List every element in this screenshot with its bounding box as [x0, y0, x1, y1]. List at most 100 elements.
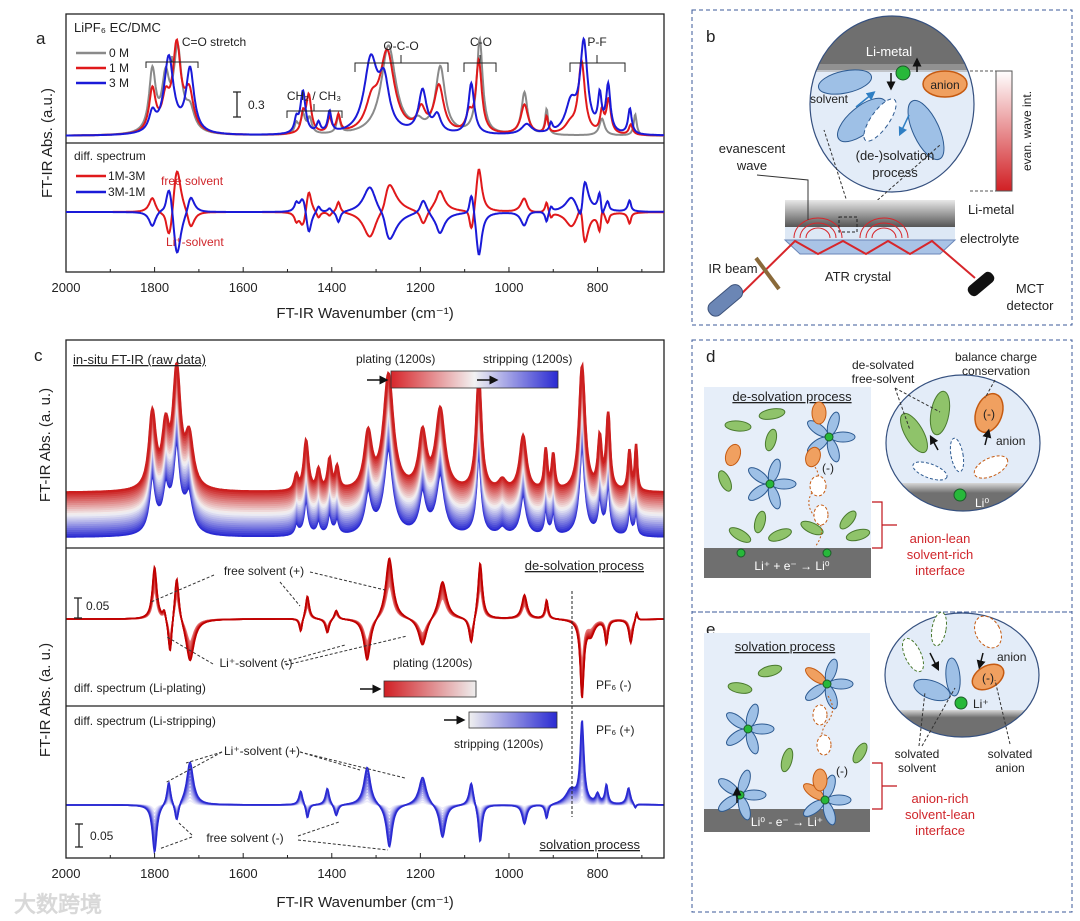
free-solvent-plus-label: free solvent (+)	[224, 564, 304, 578]
li-ion-icon	[765, 479, 775, 489]
process-label-1: (de-)solvation	[856, 148, 935, 163]
y-axis-title-c-top: FT-IR Abs. (a. u.)	[37, 388, 54, 502]
li-metal-slab	[785, 200, 955, 227]
spectra-c	[66, 360, 664, 855]
down-arrow-icon	[929, 652, 940, 672]
solvent-label-b: solvent	[810, 92, 849, 106]
scale-bar-a	[233, 91, 241, 118]
process-label-2: process	[872, 165, 918, 180]
y-axis-title-a: FT-IR Abs. (a.u.)	[39, 88, 56, 198]
plating-colorbar	[383, 680, 477, 698]
ir-source-icon	[707, 284, 744, 317]
interface-label-e-3: interface	[915, 823, 965, 838]
blue-arrow-icon	[855, 91, 876, 108]
free-solvent-icon	[718, 470, 732, 492]
band-label-co-stretch: C=O stretch	[182, 35, 246, 49]
evanescent-pointer	[756, 174, 809, 220]
solvation-title: solvation process	[540, 837, 641, 852]
zoom-box	[838, 216, 858, 233]
x-axis-a: 2000 1800 1600 1400 1200 1000 800	[52, 267, 643, 295]
annotation-leaders	[158, 821, 389, 851]
free-solvent-icon	[727, 682, 753, 694]
ir-beam-path	[734, 239, 976, 301]
annotation-leaders	[918, 679, 1011, 747]
x-axis-title-c: FT-IR Wavenumber (cm⁻¹)	[276, 894, 453, 911]
reaction-label-d: Li⁺ + e⁻ → Li⁰	[754, 559, 829, 573]
anion-icon	[805, 446, 821, 468]
y-axis-title-c-bottom: FT-IR Abs. (a. u.)	[37, 643, 54, 757]
li0-label: Li⁰	[975, 496, 989, 510]
raw-data-title: in-situ FT-IR (raw data)	[73, 352, 206, 367]
watermark: 大数跨境	[14, 892, 102, 917]
free-solvent-icon	[753, 510, 767, 534]
desolvated-label-2: free-solvent	[852, 372, 915, 386]
evan-bar-label: evan. wave int.	[1020, 91, 1034, 171]
li-atom-icon	[736, 548, 746, 558]
li-atom-icon	[953, 488, 967, 502]
x-tick-label: 2000	[52, 280, 81, 295]
vacancy-icon	[949, 437, 965, 473]
molecules-d	[718, 401, 871, 558]
free-solvent-icon	[768, 528, 792, 542]
li-solvent-plus-label: Li⁺-solvent (+)	[224, 744, 300, 758]
spectrum-3m	[66, 36, 664, 137]
legend-title: LiPF₆ EC/DMC	[74, 20, 161, 35]
li-plus-label: Li⁺	[973, 697, 989, 711]
x-tick-label: 1400	[317, 866, 346, 881]
free-solvent-icon	[728, 527, 752, 543]
stripping-label-bot: stripping (1200s)	[454, 737, 543, 751]
solvent-molecule-icon	[741, 789, 767, 801]
li-metal-circle-label: Li-metal	[866, 44, 912, 59]
legend-label-3m: 3 M	[109, 76, 129, 90]
x-tick-label: 1200	[406, 866, 435, 881]
ir-beam-label: IR beam	[708, 261, 757, 276]
panel-b: b Li-metal anion solvent (de-)solvation …	[691, 9, 1073, 326]
annotation-leaders	[894, 387, 941, 431]
spectrum-1m-3m	[66, 168, 664, 244]
vacancy-icon	[809, 475, 827, 497]
diff-plating-label: diff. spectrum (Li-plating)	[74, 681, 206, 695]
anion-icon	[812, 768, 828, 792]
migration-path	[821, 695, 833, 751]
diff-stripping-label: diff. spectrum (Li-stripping)	[74, 714, 216, 728]
li-ion-icon	[895, 65, 911, 81]
interface-label-e-2: solvent-lean	[905, 807, 975, 822]
stripping-diff-curve	[66, 720, 664, 855]
free-solvent-icon	[764, 428, 778, 452]
panel-letter-e: e	[706, 620, 715, 639]
interface-label-d-1: anion-lean	[910, 531, 971, 546]
interface-bracket-d	[872, 501, 897, 549]
x-tick-label: 2000	[52, 866, 81, 881]
mct-detector-icon	[967, 271, 995, 297]
mct-label-1: MCT	[1016, 281, 1044, 296]
band-label-ch2-ch3: CH₂ / CH₃	[287, 89, 341, 103]
x-tick-label: 800	[587, 866, 609, 881]
atr-crystal-label: ATR crystal	[825, 269, 891, 284]
anion-icon	[922, 70, 968, 98]
solvent-molecule-icon	[826, 794, 852, 806]
legend-label-0m: 0 M	[109, 46, 129, 60]
panel-a: a 2000 1800 1600 1400 1200 1000 800 FT-IR Wave…	[36, 13, 665, 322]
zoom-circle-e	[885, 613, 1039, 737]
li-ion-icon	[743, 724, 753, 734]
free-solvent-icon	[758, 408, 786, 420]
x-tick-label: 800	[587, 280, 609, 295]
x-axis-c: 2000 1800 1600 1400 1200 1000 800	[52, 853, 643, 881]
li-electrode-d	[704, 548, 871, 578]
blue-arrow-icon	[898, 114, 910, 137]
raw-spectrum-curve	[66, 360, 664, 494]
band-label-oco: O-C-O	[383, 39, 418, 53]
annotation-li-solvent: Li⁺-solvent	[166, 235, 224, 249]
electrolyte-layer	[785, 227, 955, 240]
stripping-colorbar	[468, 711, 558, 729]
band-label-co: C-O	[470, 35, 492, 49]
spectrum-1m	[66, 37, 664, 137]
solvation-box-title: solvation process	[735, 639, 836, 654]
li-ion-icon	[954, 696, 968, 710]
zoom-circle-outline	[809, 15, 975, 193]
reaction-label-e: Li⁰ - e⁻ → Li⁺	[751, 815, 823, 829]
diff-title-a: diff. spectrum	[74, 149, 146, 163]
scale-bar-c-bot	[75, 823, 83, 848]
balance-label-1: balance charge	[955, 350, 1037, 364]
